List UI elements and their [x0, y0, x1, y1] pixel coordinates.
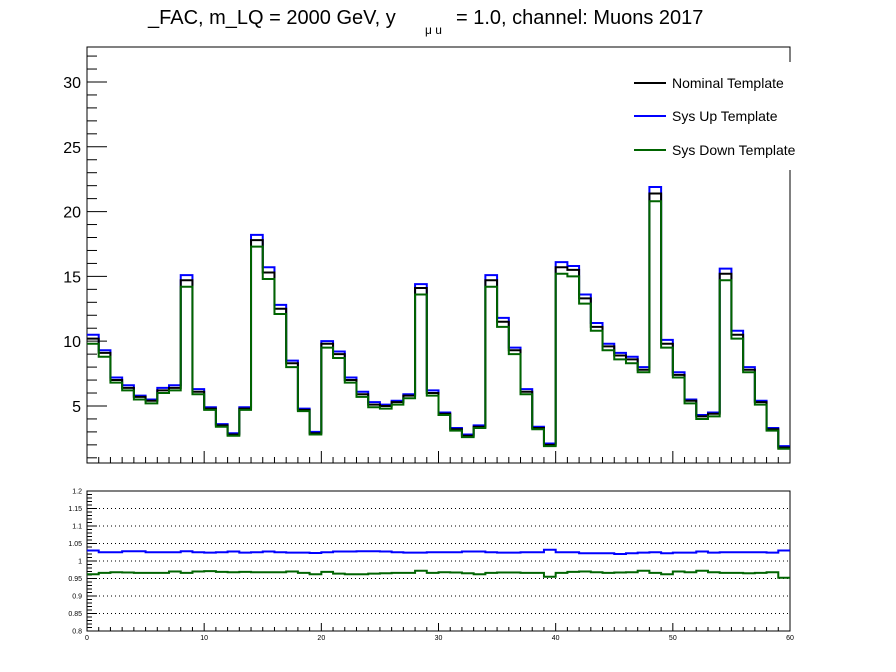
- main-y-tick-label: 30: [63, 75, 81, 92]
- ratio-series-group: [87, 548, 790, 579]
- main-series-sys-down-template: [87, 200, 790, 450]
- legend-label-up: Sys Up Template: [672, 108, 778, 124]
- ratio-x-tick-label: 40: [552, 635, 560, 642]
- main-y-tick-label: 20: [63, 205, 81, 222]
- ratio-x-tick-label: 0: [85, 635, 89, 642]
- main-y-tick-label: 10: [63, 334, 81, 351]
- ratio-plot-frame: [86, 490, 791, 632]
- main-axis-ticks: [86, 55, 791, 463]
- ratio-y-tick-label: 0.95: [68, 576, 82, 583]
- ratio-y-tick-label: 1.05: [68, 541, 82, 548]
- main-y-tick-label: 15: [63, 269, 81, 286]
- ratio-axis-ticks: [86, 490, 791, 632]
- main-y-tick-label: 5: [72, 399, 81, 416]
- title-subscript: μ u: [425, 23, 442, 37]
- legend: Nominal Template Sys Up Template Sys Dow…: [628, 62, 800, 170]
- ratio-y-tick-label: 0.85: [68, 611, 82, 618]
- ratio-x-tick-label: 50: [669, 635, 677, 642]
- main-series-group: [87, 185, 790, 450]
- ratio-y-tick-label: 0.9: [72, 594, 82, 601]
- main-y-tick-labels: 5 10 15 20 25 30: [63, 75, 81, 416]
- title-prefix: _FAC, m_LQ = 2000 GeV, y: [147, 7, 396, 29]
- ratio-x-tick-label: 10: [200, 635, 208, 642]
- ratio-x-tick-label: 60: [786, 635, 794, 642]
- ratio-series-sys-up-template: [87, 548, 790, 555]
- title-suffix: = 1.0, channel: Muons 2017: [456, 7, 703, 29]
- ratio-x-tick-label: 20: [317, 635, 325, 642]
- chart-title: _FAC, m_LQ = 2000 GeV, y μ u = 1.0, chan…: [147, 7, 703, 37]
- ratio-y-tick-label: 1.2: [72, 489, 82, 496]
- legend-label-nominal: Nominal Template: [672, 75, 784, 91]
- ratio-y-tick-label: 1.15: [68, 506, 82, 513]
- ratio-x-tick-label: 30: [435, 635, 443, 642]
- ratio-x-tick-labels: 0 10 20 30 40 50 60: [85, 635, 794, 642]
- ratio-y-tick-label: 1.1: [72, 524, 82, 531]
- legend-label-down: Sys Down Template: [672, 142, 796, 158]
- ratio-y-tick-label: 1: [78, 559, 82, 566]
- main-y-tick-label: 25: [63, 140, 81, 157]
- ratio-grid: [87, 508, 790, 614]
- ratio-y-tick-label: 0.8: [72, 629, 82, 636]
- ratio-y-tick-labels: 0.8 0.85 0.9 0.95 1 1.05 1.1 1.15 1.2: [68, 489, 82, 636]
- ratio-series-sys-down-template: [87, 569, 790, 579]
